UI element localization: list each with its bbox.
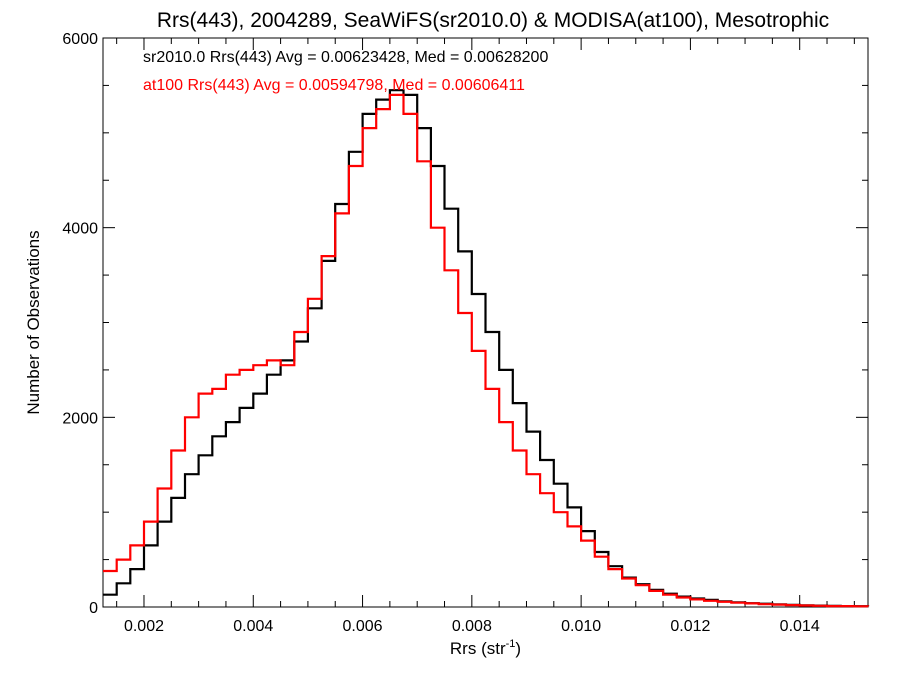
- x-tick-label: 0.008: [452, 618, 492, 635]
- x-tick-label: 0.010: [561, 618, 601, 635]
- series-line: [103, 93, 870, 608]
- axis-tick-labels: 0.002 0.004 0.006 0.008 0.010 0.012 0.014 0 2000…: [62, 31, 819, 635]
- y-tick-label: 2000: [62, 410, 98, 427]
- x-axis-title-text: Rrs (str: [450, 639, 506, 658]
- chart-title: Rrs(443), 2004289, SeaWiFS(sr2010.0) & M…: [157, 9, 829, 32]
- legend-entry: at100 Rrs(443) Avg = 0.00594798, Med = 0…: [143, 77, 525, 94]
- axis-ticks: [103, 37, 868, 608]
- legend: sr2010.0 Rrs(443) Avg = 0.00623428, Med …: [143, 49, 548, 94]
- series-lines: [103, 89, 870, 608]
- x-axis-title-close: ): [515, 639, 521, 658]
- y-tick-label: 6000: [62, 31, 98, 48]
- x-tick-label: 0.004: [233, 618, 273, 635]
- legend-entry: sr2010.0 Rrs(443) Avg = 0.00623428, Med …: [143, 49, 548, 66]
- x-tick-label: 0.002: [124, 618, 164, 635]
- y-axis-title: Number of Observations: [24, 230, 43, 414]
- y-tick-label: 4000: [62, 221, 98, 238]
- y-tick-label: 0: [89, 600, 98, 617]
- x-tick-label: 0.012: [670, 618, 710, 635]
- series-line: [103, 89, 870, 608]
- x-tick-label: 0.014: [780, 618, 820, 635]
- x-tick-label: 0.006: [343, 618, 383, 635]
- x-axis-title-superscript: -1: [506, 638, 516, 650]
- x-axis-title: Rrs (str-1): [450, 638, 521, 658]
